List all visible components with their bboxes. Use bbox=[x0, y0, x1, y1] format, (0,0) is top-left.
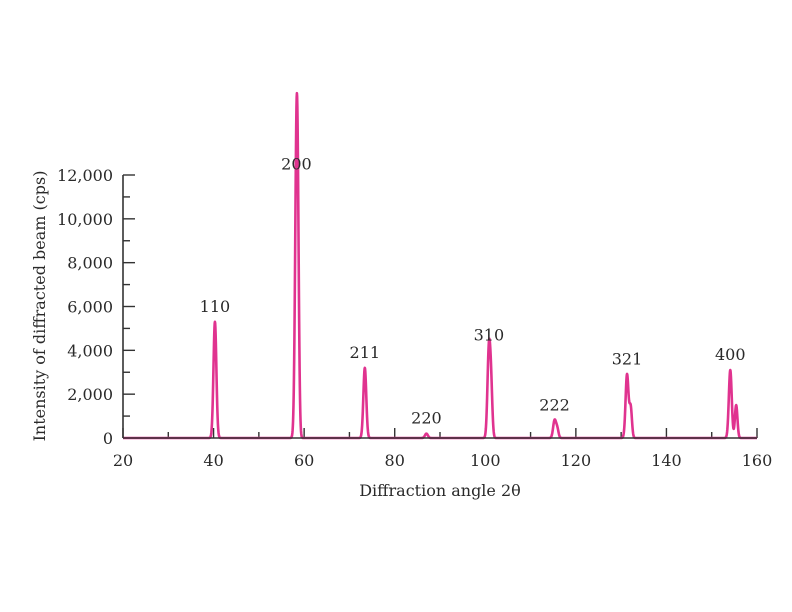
y-tick-label: 12,000 bbox=[57, 166, 113, 185]
x-tick-label: 120 bbox=[561, 451, 592, 470]
y-tick-label: 10,000 bbox=[57, 210, 113, 229]
y-tick-label: 2,000 bbox=[67, 385, 113, 404]
x-tick-label: 80 bbox=[385, 451, 405, 470]
peak-label: 200 bbox=[281, 154, 312, 173]
x-tick-label: 160 bbox=[742, 451, 773, 470]
peak-label: 222 bbox=[539, 395, 570, 414]
x-tick-label: 140 bbox=[651, 451, 682, 470]
x-tick-label: 100 bbox=[470, 451, 501, 470]
x-axis-title: Diffraction angle 2θ bbox=[359, 481, 521, 500]
peak-label: 321 bbox=[612, 349, 643, 368]
y-tick-label: 8,000 bbox=[67, 254, 113, 273]
peak-label: 220 bbox=[411, 409, 442, 428]
y-tick-label: 0 bbox=[103, 429, 113, 448]
diffraction-pattern-line bbox=[121, 91, 759, 440]
x-tick-label: 20 bbox=[113, 451, 133, 470]
peak-label: 110 bbox=[200, 297, 231, 316]
peak-label: 310 bbox=[474, 325, 505, 344]
y-tick-label: 4,000 bbox=[67, 341, 113, 360]
peak-label: 211 bbox=[350, 343, 381, 362]
peak-label: 400 bbox=[715, 345, 746, 364]
x-tick-label: 60 bbox=[294, 451, 314, 470]
y-axis-title: Intensity of diffracted beam (cps) bbox=[30, 171, 49, 442]
x-tick-label: 40 bbox=[203, 451, 223, 470]
y-tick-label: 6,000 bbox=[67, 298, 113, 317]
